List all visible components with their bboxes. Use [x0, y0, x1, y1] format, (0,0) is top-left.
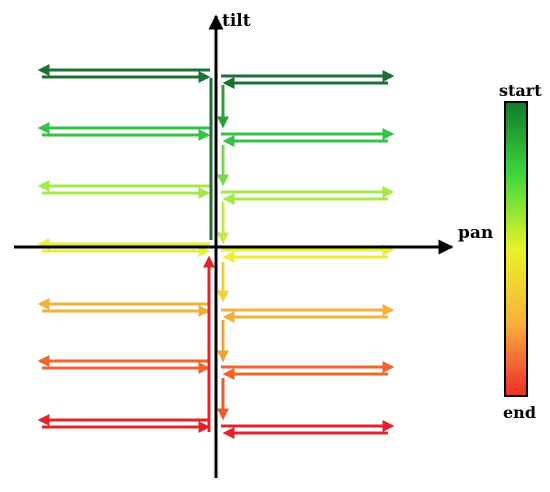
tilt-axis-label: tilt [222, 11, 251, 31]
scan-path-group [37, 64, 395, 439]
scan-row [37, 355, 395, 380]
pan-axis-label: pan [458, 223, 493, 243]
vertical-connectors [203, 78, 229, 432]
scan-row [37, 180, 395, 205]
scan-row [37, 122, 395, 147]
legend-end-label: end [503, 403, 536, 422]
scan-row [37, 238, 395, 263]
scan-row [37, 414, 395, 439]
legend-color-bar [504, 101, 528, 397]
scan-row [37, 298, 395, 323]
axes-group [14, 14, 454, 478]
legend-start-label: start [499, 81, 542, 100]
scan-row [37, 64, 395, 89]
